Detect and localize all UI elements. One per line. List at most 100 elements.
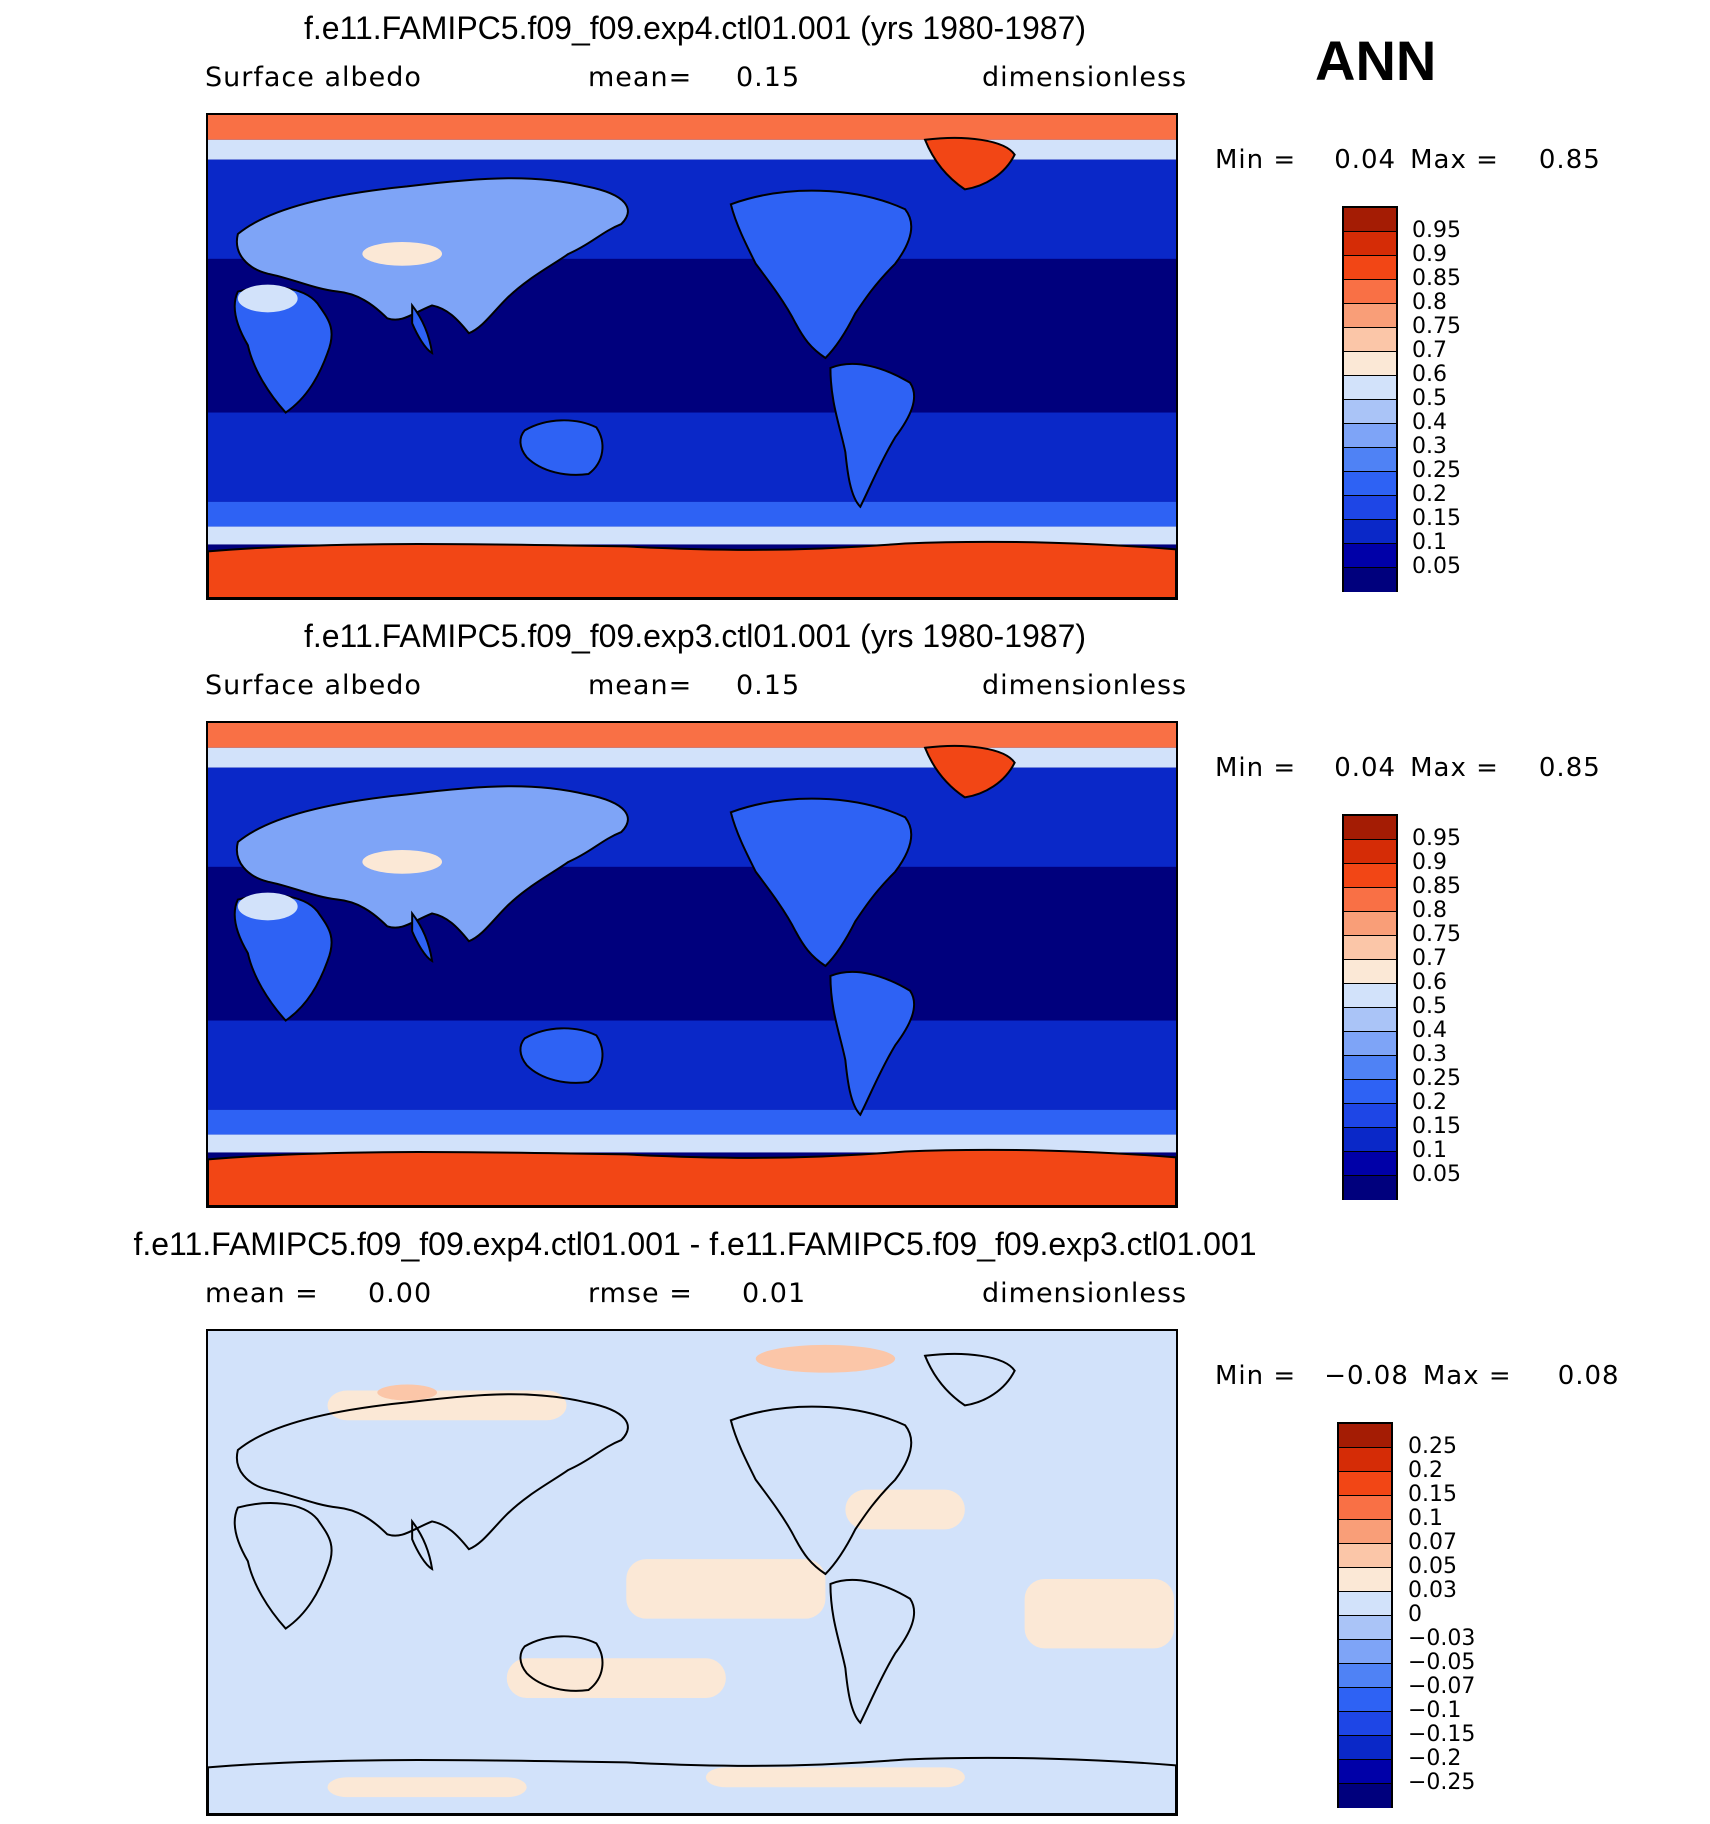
- tibet-highlight: [362, 849, 443, 874]
- colorbar-tick-label: 0.3: [1412, 1042, 1447, 1067]
- colorbar-tick-label: 0.25: [1408, 1434, 1457, 1459]
- positive-anomaly-region: [327, 1777, 527, 1798]
- map-plot: [206, 113, 1178, 600]
- colorbar-tick-label: 0.2: [1408, 1458, 1443, 1483]
- subtitle-left: Surface albedo: [205, 670, 422, 701]
- colorbar-segment: [1344, 912, 1396, 936]
- min-value: 0.04: [1334, 145, 1397, 175]
- sahara-highlight: [237, 284, 298, 313]
- panel-title: f.e11.FAMIPC5.f09_f09.exp3.ctl01.001 (yr…: [303, 618, 1087, 654]
- colorbar-tick-label: 0.95: [1412, 218, 1461, 243]
- continent-outline: [829, 1578, 915, 1725]
- colorbar-segment: [1339, 1616, 1391, 1640]
- colorbar-segment: [1339, 1472, 1391, 1496]
- colorbar-tick-label: 0.8: [1412, 290, 1447, 315]
- continent-outline: [233, 1502, 333, 1630]
- continent-outline: [923, 745, 1016, 799]
- colorbar-box: [1342, 206, 1398, 592]
- continent-outline: [829, 970, 915, 1117]
- colorbar-tick-label: 0.15: [1412, 1114, 1461, 1139]
- colorbar-segment: [1339, 1688, 1391, 1712]
- colorbar-tick-label: 0: [1408, 1602, 1422, 1627]
- min-value: −0.08: [1324, 1361, 1409, 1391]
- colorbar-segment: [1344, 1176, 1396, 1200]
- colorbar-tick-label: 0.9: [1412, 242, 1447, 267]
- colorbar-segment: [1339, 1544, 1391, 1568]
- colorbar-tick-label: 0.85: [1412, 266, 1461, 291]
- positive-anomaly-region: [626, 1559, 826, 1619]
- tibet-highlight: [362, 241, 443, 266]
- colorbar-segment: [1344, 864, 1396, 888]
- colorbar-segment: [1344, 520, 1396, 544]
- colorbar-segment: [1344, 544, 1396, 568]
- colorbar-tick-label: 0.05: [1412, 1162, 1461, 1187]
- colorbar-segment: [1339, 1664, 1391, 1688]
- colorbar-segment: [1339, 1640, 1391, 1664]
- continent-outline: [923, 137, 1016, 191]
- arctic-edge-band: [208, 139, 1176, 160]
- colorbar-segment: [1344, 232, 1396, 256]
- arctic-edge-band: [208, 747, 1176, 768]
- colorbar-tick-label: 0.75: [1412, 314, 1461, 339]
- subtitle-mid-value: 0.15: [736, 62, 801, 93]
- subtitle-mid: mean=: [588, 670, 693, 701]
- colorbar-segment: [1344, 984, 1396, 1008]
- max-value: 0.85: [1538, 145, 1601, 175]
- map-svg: [208, 115, 1176, 598]
- colorbar-segment: [1344, 840, 1396, 864]
- continent-outline: [235, 1393, 629, 1551]
- max-value: 0.85: [1538, 753, 1601, 783]
- colorbar-segment: [1344, 960, 1396, 984]
- min-label: Min =: [1215, 753, 1297, 783]
- colorbar-tick-label: 0.25: [1412, 1066, 1461, 1091]
- map-plot: [206, 1329, 1178, 1816]
- colorbar-segment: [1344, 304, 1396, 328]
- min-value: 0.04: [1334, 753, 1397, 783]
- continent-outline: [233, 894, 333, 1022]
- subtitle-mid: mean=: [588, 62, 693, 93]
- colorbar-segment: [1339, 1448, 1391, 1472]
- colorbar-tick-label: 0.6: [1412, 362, 1447, 387]
- max-label: Max =: [1410, 145, 1499, 175]
- min-max-readout: Min = 0.04 Max = 0.85: [1215, 753, 1601, 783]
- colorbar-segment: [1339, 1760, 1391, 1784]
- colorbar-segment: [1344, 816, 1396, 840]
- colorbar-tick-label: −0.25: [1408, 1770, 1476, 1795]
- continent-outline: [208, 1148, 1176, 1206]
- colorbar-tick-label: −0.2: [1408, 1746, 1462, 1771]
- colorbar-tick-label: −0.03: [1408, 1626, 1476, 1651]
- subtitle-units: dimensionless: [982, 1278, 1188, 1309]
- colorbar-segment: [1339, 1568, 1391, 1592]
- colorbar-tick-label: −0.15: [1408, 1722, 1476, 1747]
- colorbar-tick-label: −0.07: [1408, 1674, 1476, 1699]
- colorbar-tick-label: −0.1: [1408, 1698, 1462, 1723]
- subtitle-left-value: 0.00: [368, 1278, 433, 1309]
- arctic-ice-band: [208, 723, 1176, 748]
- colorbar-segment: [1339, 1736, 1391, 1760]
- min-label: Min =: [1215, 1361, 1297, 1391]
- max-value: 0.08: [1557, 1361, 1620, 1391]
- sahara-highlight: [237, 892, 298, 921]
- colorbar-segment: [1344, 328, 1396, 352]
- panel-title: f.e11.FAMIPC5.f09_f09.exp4.ctl01.001 (yr…: [303, 10, 1087, 46]
- continent-outline: [729, 1405, 913, 1576]
- colorbar-tick-label: 0.05: [1408, 1554, 1457, 1579]
- continent-outline: [519, 419, 604, 476]
- continent-outline: [411, 910, 434, 963]
- colorbar-segment: [1344, 1104, 1396, 1128]
- map-plot: [206, 721, 1178, 1208]
- positive-anomaly-region: [1024, 1578, 1175, 1649]
- colorbar-tick-label: 0.4: [1412, 410, 1447, 435]
- colorbar-segment: [1344, 1128, 1396, 1152]
- continent-outline: [729, 189, 913, 360]
- colorbar-tick-label: 0.4: [1412, 1018, 1447, 1043]
- colorbar-tick-label: 0.75: [1412, 922, 1461, 947]
- colorbar-segment: [1344, 376, 1396, 400]
- subtitle-left: mean =: [205, 1278, 319, 1309]
- south-midlat-band: [208, 412, 1176, 502]
- subtitle-units: dimensionless: [982, 670, 1188, 701]
- colorbar-tick-label: 0.15: [1408, 1482, 1457, 1507]
- colorbar-tick-label: 0.85: [1412, 874, 1461, 899]
- colorbar-tick-label: 0.15: [1412, 506, 1461, 531]
- colorbar-tick-label: 0.8: [1412, 898, 1447, 923]
